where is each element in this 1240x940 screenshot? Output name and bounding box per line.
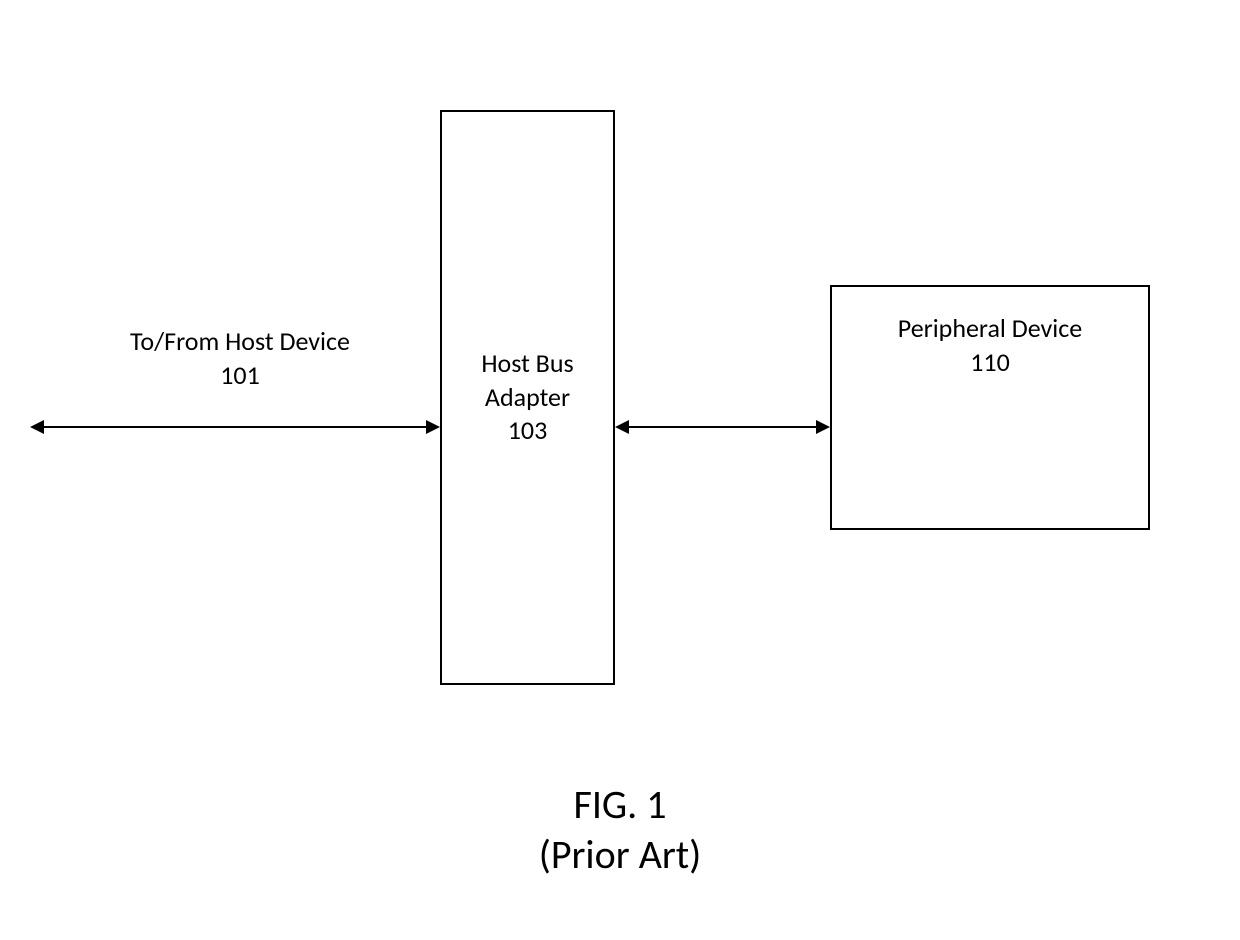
host-device-ref: 101 [50,359,430,393]
peripheral-device-box: Peripheral Device 110 [830,285,1150,530]
hba-text-1: Host Bus [481,347,573,381]
diagram-container: To/From Host Device 101 Host Bus Adapter… [0,0,1240,940]
host-bus-adapter-box: Host Bus Adapter 103 [440,110,615,685]
host-device-label: To/From Host Device 101 [50,325,430,393]
host-device-text: To/From Host Device [50,325,430,359]
arrow-right-head-right [816,420,830,434]
arrow-left-line [42,426,428,428]
peripheral-text: Peripheral Device [898,312,1082,346]
figure-caption-line1: FIG. 1 [0,780,1240,829]
hba-text-2: Adapter [485,381,570,415]
peripheral-ref: 110 [970,346,1010,380]
arrow-right-line [627,426,818,428]
figure-caption-line2: (Prior Art) [0,830,1240,879]
arrow-left-head-right [426,420,440,434]
hba-ref: 103 [508,414,548,448]
